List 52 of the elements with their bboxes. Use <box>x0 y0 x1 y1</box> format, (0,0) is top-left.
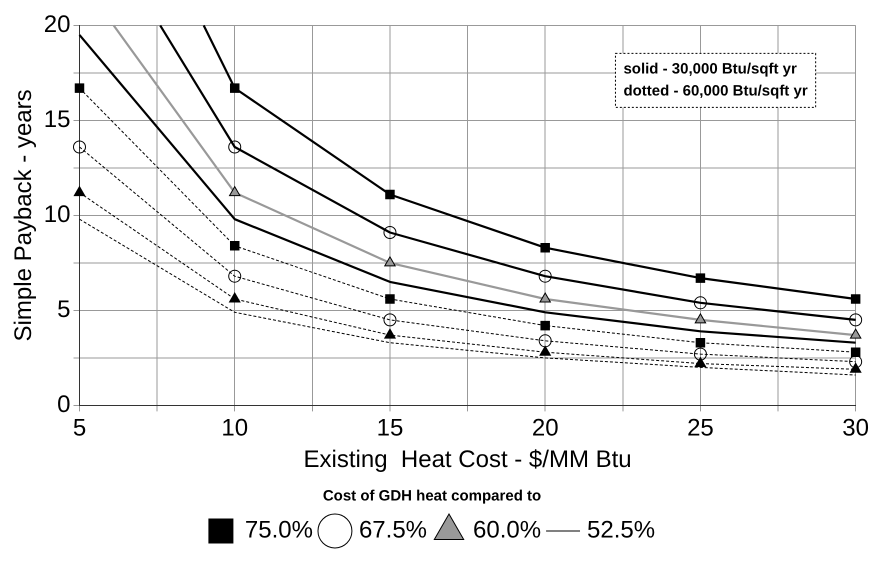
x-tick-label: 25 <box>687 414 714 442</box>
y-axis-title: Simple Payback - years <box>10 89 38 342</box>
point <box>540 242 550 252</box>
point <box>850 294 860 304</box>
point <box>694 313 706 324</box>
y-tick-label: 10 <box>44 201 70 228</box>
point <box>850 362 862 373</box>
point <box>74 83 84 93</box>
x-tick-label: 15 <box>376 414 404 442</box>
point <box>539 346 551 356</box>
legend-title: Cost of GDH heat compared to <box>322 488 542 505</box>
annotation: solid - 30,000 Btu/sqft yr <box>623 60 797 78</box>
point <box>228 270 242 283</box>
point <box>696 273 706 283</box>
legend-label: 75.0% <box>244 516 313 544</box>
point <box>229 292 240 302</box>
point <box>694 357 706 368</box>
legend-label: 52.5% <box>587 516 656 544</box>
y-tick-label: 20 <box>44 11 70 38</box>
x-tick-label: 10 <box>221 414 248 442</box>
x-axis-title: Existing Heat Cost - $/MM Btu <box>304 446 632 474</box>
point <box>385 190 395 200</box>
point <box>694 348 707 361</box>
point <box>383 313 396 326</box>
point <box>538 334 552 348</box>
y-tick-label: 5 <box>57 296 70 324</box>
point <box>538 270 552 283</box>
point <box>72 140 86 154</box>
point <box>384 256 396 266</box>
point <box>385 294 395 304</box>
point <box>383 226 396 239</box>
point <box>228 140 242 154</box>
point <box>540 320 550 330</box>
point <box>694 296 707 310</box>
point <box>74 186 86 196</box>
x-tick-label: 20 <box>532 414 559 442</box>
point <box>384 328 396 339</box>
point <box>850 347 860 357</box>
point <box>230 83 240 93</box>
point <box>696 338 706 348</box>
y-tick-label: 0 <box>57 391 70 418</box>
point <box>230 241 240 251</box>
point <box>849 313 862 326</box>
legend-label: 67.5% <box>358 516 428 544</box>
point <box>539 292 551 302</box>
legend-label: 60.0% <box>473 516 542 544</box>
point <box>850 328 862 339</box>
point <box>229 186 240 196</box>
x-tick-label: 30 <box>842 414 870 442</box>
point <box>849 355 862 368</box>
annotation: dotted - 60,000 Btu/sqft yr <box>623 82 808 100</box>
y-tick-label: 15 <box>44 106 70 134</box>
